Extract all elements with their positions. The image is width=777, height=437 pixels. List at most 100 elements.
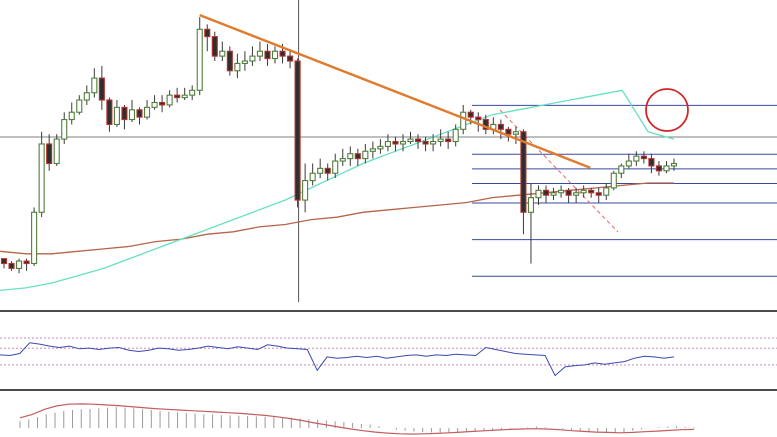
candle-body (467, 111, 474, 118)
candle-body (189, 89, 196, 96)
candle-body (452, 128, 459, 143)
candle-body (196, 28, 203, 91)
candle-body (0, 258, 8, 265)
rsi-line (0, 342, 675, 377)
candle-body (211, 36, 218, 57)
candle-body (309, 172, 316, 182)
candle-body (121, 106, 128, 121)
candle-body (392, 140, 399, 145)
candle-body (520, 131, 527, 213)
candle-body (339, 158, 346, 162)
candle-body (437, 138, 444, 143)
candle-body (445, 138, 452, 143)
candle-body (271, 50, 279, 60)
candle-body (294, 60, 301, 201)
candle-body (640, 155, 647, 160)
candle-body (588, 189, 595, 194)
candle-body (83, 92, 90, 101)
candle-body (219, 50, 226, 57)
candle-body (377, 145, 384, 150)
candle-body (8, 262, 15, 269)
candle-body (512, 131, 519, 135)
candle-body (670, 162, 678, 167)
candle-body (143, 106, 151, 118)
candle-body (68, 111, 75, 121)
descending-trendline (199, 13, 591, 169)
candle-body (166, 94, 173, 106)
candle-body (249, 55, 256, 62)
candle-body (633, 155, 640, 162)
candle-body (460, 111, 467, 130)
price-panel (0, 0, 777, 302)
candle-body (76, 99, 83, 113)
candle-body (256, 50, 264, 57)
candle-body (625, 160, 632, 167)
candle-body (204, 28, 211, 38)
candle-body (558, 189, 565, 194)
moving-average-fast (0, 89, 675, 292)
candle-body (384, 140, 391, 147)
candle-body (580, 189, 587, 194)
candle-body (422, 140, 429, 145)
candle-body (53, 138, 60, 165)
candle-body (603, 187, 610, 196)
candle-body (573, 192, 580, 196)
candle-body (226, 50, 233, 72)
candle-body (159, 101, 166, 106)
candle-body (655, 165, 662, 172)
candle-body (663, 165, 670, 172)
candle-body (610, 172, 617, 189)
candle-body (565, 189, 572, 196)
candle-body (113, 106, 120, 125)
candle-body (595, 192, 602, 196)
candle-body (535, 189, 542, 199)
candle-body (91, 77, 98, 94)
rsi-panel (0, 337, 777, 377)
candle-body (648, 158, 655, 167)
candle-body (287, 55, 294, 62)
candle-body (98, 77, 105, 101)
candle-body (542, 189, 550, 196)
candle-body (106, 99, 113, 125)
candle-body (618, 165, 625, 174)
highlight-circle (645, 88, 689, 132)
candle-body (241, 60, 248, 64)
candle-body (475, 116, 482, 121)
candle-body (497, 123, 504, 130)
candle-body (38, 143, 45, 213)
candle-body (407, 138, 414, 143)
candle-body (414, 138, 422, 143)
candle-body (181, 94, 188, 99)
candle-body (354, 153, 361, 160)
candle-body (264, 50, 271, 60)
candle-body (61, 119, 68, 140)
candle-body (347, 153, 354, 160)
candle-body (332, 160, 339, 174)
candle-body (369, 148, 376, 152)
candle-body (234, 62, 241, 72)
candle-body (279, 50, 286, 57)
candle-body (505, 128, 512, 135)
candle-body (527, 197, 535, 213)
candle-body (399, 140, 407, 145)
fib-diagonal-dashed (499, 109, 619, 233)
candle-body (31, 211, 38, 265)
candle-body (16, 260, 23, 269)
candle-body (136, 109, 143, 118)
candle-body (174, 94, 181, 99)
candle-body (151, 101, 158, 108)
candle-body (128, 109, 136, 121)
macd-signal-line (19, 403, 695, 435)
candle-body (317, 167, 324, 174)
candle-body (362, 150, 369, 160)
candle-body (550, 192, 557, 196)
candle-body (482, 119, 489, 130)
candle-body (324, 167, 331, 174)
candle-body (430, 140, 437, 145)
candle-body (46, 143, 53, 165)
candle-body (302, 180, 309, 201)
macd-panel (19, 403, 695, 435)
